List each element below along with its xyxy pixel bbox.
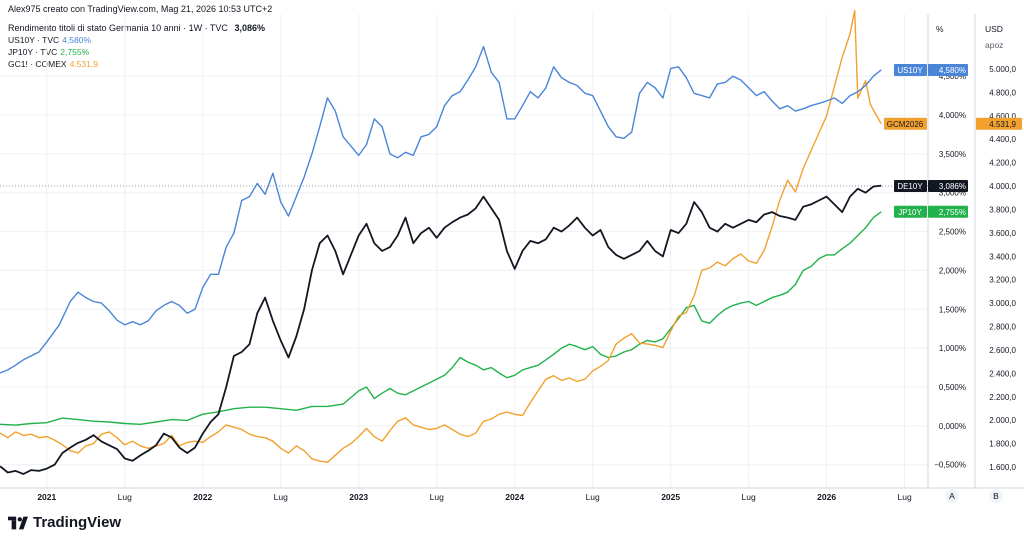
- us-value-tag: 4,580%: [939, 66, 966, 75]
- time-tick-10: 2026: [817, 492, 836, 502]
- time-tick-0: 2021: [37, 492, 56, 502]
- currency-tick-6: 2.800,0: [989, 323, 1016, 332]
- currency-tick-5: 2.600,0: [989, 346, 1016, 355]
- percent-tick-7: 3,000%: [939, 189, 966, 198]
- series-line-gold[interactable]: [0, 9, 882, 463]
- legend-us10y[interactable]: US10Y · TVC 4,580%: [8, 35, 91, 45]
- legend-gc1-value: 4.531,9: [69, 59, 98, 69]
- gold-name-tag: GCM2026: [887, 120, 924, 129]
- time-tick-6: 2024: [505, 492, 524, 502]
- percent-tick-4: 1,500%: [939, 305, 966, 314]
- currency-tick-14: 4.400,0: [989, 135, 1016, 144]
- percent-tick-5: 2,000%: [939, 266, 966, 275]
- button-a-label: A: [949, 491, 955, 501]
- percent-axis-ticks: −0,500% 0,000% 0,500% 1,000% 1,500% 2,000% 2,5…: [934, 72, 966, 470]
- currency-tick-11: 3.800,0: [989, 205, 1016, 214]
- currency-tick-4: 2.400,0: [989, 369, 1016, 378]
- time-axis-ticks: 2021 Lug 2022 Lug 2023 Lug 2024 Lug 2025 Lug 2026 L…: [37, 492, 912, 502]
- currency-tick-9: 3.400,0: [989, 252, 1016, 261]
- percent-tick-10: 4,500%: [939, 72, 966, 81]
- time-tick-11: Lug: [898, 492, 912, 502]
- de-name-tag: DE10Y: [897, 182, 923, 191]
- legend-jp10y-value: 2,755%: [60, 47, 90, 57]
- currency-tick-10: 3.600,0: [989, 229, 1016, 238]
- grid: [0, 14, 928, 488]
- last-value-tags: US10Y 4,580% DE10Y 3,086% JP10Y 2,755% GCM2026…: [884, 63, 1022, 218]
- currency-tick-16: 4.800,0: [989, 88, 1016, 97]
- de-value-tag: 3,086%: [939, 182, 966, 191]
- currency-axis-ticks: 1.600,0 1.800,0 2.000,0 2.200,0 2.400,0 2.600…: [989, 65, 1016, 472]
- us-name-tag: US10Y: [897, 66, 923, 75]
- series-group: [0, 9, 882, 475]
- percent-tick-0: −0,500%: [934, 461, 966, 470]
- tradingview-logo-icon: [8, 516, 28, 529]
- currency-axis-header: USD: [985, 24, 1003, 34]
- main-symbol-title: Rendimento titoli di stato Germania 10 a…: [8, 23, 228, 33]
- currency-axis-subheader: apoz: [985, 40, 1004, 50]
- currency-tick-2: 2.000,0: [989, 416, 1016, 425]
- time-tick-9: Lug: [742, 492, 756, 502]
- currency-tick-8: 3.200,0: [989, 276, 1016, 285]
- author-line: Alex975 creato con TradingView.com, Mag …: [8, 4, 273, 14]
- time-tick-8: 2025: [661, 492, 680, 502]
- jp-value-tag: 2,755%: [939, 208, 966, 217]
- legend-jp10y[interactable]: JP10Y · TVC 2,755%: [8, 47, 89, 57]
- currency-tick-7: 3.000,0: [989, 299, 1016, 308]
- series-line-de[interactable]: [0, 184, 882, 475]
- percent-axis-header: %: [936, 24, 944, 34]
- gold-value-tag: 4.531,9: [989, 120, 1016, 129]
- main-symbol-value: 3,086%: [234, 23, 265, 33]
- last-tag-de: DE10Y 3,086%: [894, 180, 968, 193]
- last-tag-jp: JP10Y 2,755%: [894, 205, 968, 218]
- chart-title: Rendimento titoli di stato Germania 10 a…: [8, 23, 265, 33]
- jp-name-tag: JP10Y: [898, 208, 922, 217]
- percent-tick-1: 0,000%: [939, 422, 966, 431]
- time-tick-1: Lug: [118, 492, 132, 502]
- gold-name-tag-bg: [884, 117, 927, 130]
- currency-tick-13: 4.200,0: [989, 159, 1016, 168]
- last-tag-us: US10Y 4,580%: [894, 63, 968, 76]
- currency-tick-15: 4.600,0: [989, 112, 1016, 121]
- button-b-label: B: [993, 491, 999, 501]
- series-line-jp[interactable]: [0, 211, 882, 426]
- legend-us10y-label: US10Y · TVC: [8, 35, 60, 45]
- time-tick-3: Lug: [274, 492, 288, 502]
- time-tick-7: Lug: [586, 492, 600, 502]
- de-name-tag-bg: [894, 180, 927, 193]
- currency-tick-1: 1.800,0: [989, 440, 1016, 449]
- time-tick-2: 2022: [193, 492, 212, 502]
- percent-tick-9: 4,000%: [939, 111, 966, 120]
- currency-tick-12: 4.000,0: [989, 182, 1016, 191]
- button-b[interactable]: B: [989, 489, 1003, 503]
- series-line-us[interactable]: [0, 45, 882, 374]
- currency-tick-3: 2.200,0: [989, 393, 1016, 402]
- time-tick-4: 2023: [349, 492, 368, 502]
- legend-gc1[interactable]: GC1! · COMEX 4.531,9: [8, 59, 98, 69]
- de-value-tag-bg: [928, 180, 968, 193]
- legend-gc1-label: GC1! · COMEX: [8, 59, 67, 69]
- last-tag-gold: GCM2026 4.531,9: [884, 117, 1022, 130]
- currency-tick-17: 5.000,0: [989, 65, 1016, 74]
- percent-tick-3: 1,000%: [939, 344, 966, 353]
- us-value-tag-bg: [928, 63, 968, 76]
- gold-value-tag-bg: [976, 117, 1022, 130]
- jp-name-tag-bg: [894, 205, 927, 218]
- tradingview-brand: TradingView: [33, 514, 122, 531]
- legend-us10y-value: 4,580%: [62, 35, 92, 45]
- tradingview-logo[interactable]: TradingView: [8, 514, 121, 531]
- button-a[interactable]: A: [945, 489, 959, 503]
- percent-tick-6: 2,500%: [939, 228, 966, 237]
- legend-jp10y-label: JP10Y · TVC: [8, 47, 58, 57]
- percent-tick-2: 0,500%: [939, 383, 966, 392]
- jp-value-tag-bg: [928, 205, 968, 218]
- percent-tick-8: 3,500%: [939, 150, 966, 159]
- us-name-tag-bg: [894, 63, 927, 76]
- time-tick-5: Lug: [430, 492, 444, 502]
- currency-tick-0: 1.600,0: [989, 463, 1016, 472]
